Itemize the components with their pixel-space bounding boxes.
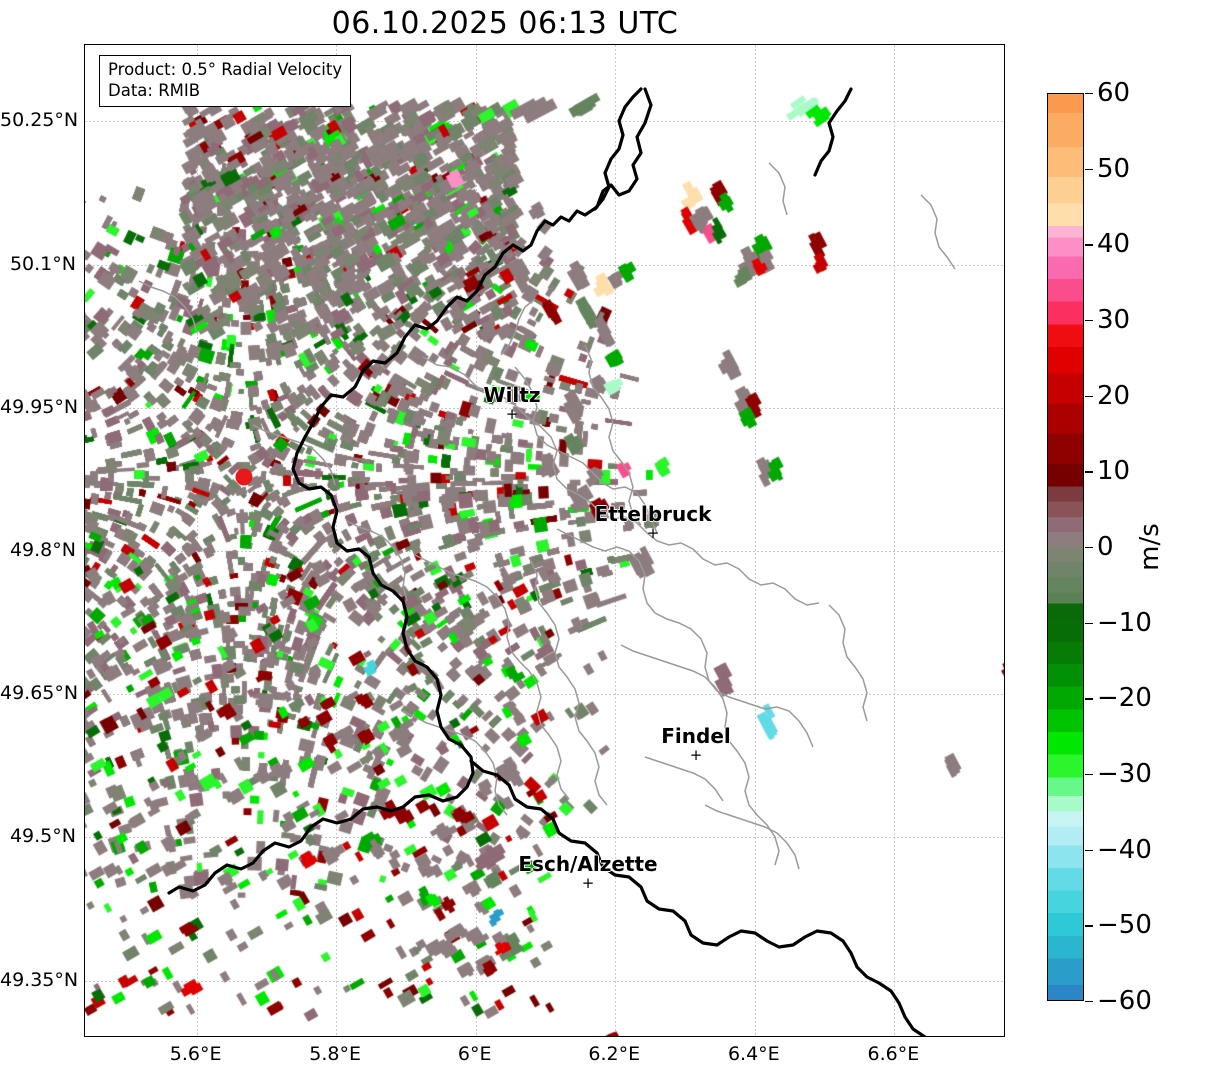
- colorbar-tick-label: 20: [1097, 380, 1131, 411]
- page-title: 06.10.2025 06:13 UTC: [331, 6, 679, 41]
- city-name: Findel: [661, 724, 731, 748]
- colorbar: [1047, 93, 1084, 1001]
- city-marker-icon: +: [505, 405, 519, 423]
- radar-map-canvas: Wiltz + Ettelbruck + Findel + Esch/Alzette + Pr…: [85, 45, 1004, 1036]
- x-axis-tick-label: 6.2°E: [588, 1043, 641, 1065]
- internal-border-path: [704, 804, 800, 870]
- colorbar-tick-label: −40: [1097, 834, 1152, 865]
- x-axis-tick-label: 6.6°E: [867, 1043, 920, 1065]
- internal-border-path: [514, 366, 658, 534]
- colorbar-tick-label: 0: [1097, 532, 1114, 562]
- radar-echo-layer: [85, 45, 1004, 1036]
- colorbar-tick: [1085, 1001, 1093, 1003]
- national-border-path: [469, 759, 927, 1036]
- internal-border-path: [584, 344, 642, 526]
- colorbar-tick: [1085, 471, 1093, 473]
- colorbar-tick-label: −30: [1097, 759, 1152, 789]
- y-axis-tick-label: 49.95°N: [0, 395, 79, 418]
- internal-border-path: [422, 356, 820, 606]
- x-axis-tick-label: 6.4°E: [727, 1043, 780, 1065]
- colorbar-tick-label: −50: [1097, 910, 1152, 941]
- colorbar-tick-label: 50: [1097, 153, 1131, 184]
- city-name: Ettelbruck: [594, 502, 712, 526]
- internal-border-path: [252, 424, 336, 486]
- radar-site-marker: [235, 468, 253, 486]
- x-axis-tick-label: 5.6°E: [169, 1043, 222, 1065]
- colorbar-tick-label: −20: [1097, 683, 1152, 714]
- national-border-path: [167, 87, 653, 895]
- city-label-findel: Findel +: [661, 724, 731, 764]
- colorbar-tick: [1085, 622, 1093, 625]
- info-product-line: Product: 0.5° Radial Velocity: [108, 60, 343, 79]
- colorbar-tick: [1085, 698, 1093, 700]
- national-border-path: [593, 87, 643, 211]
- national-border-lines: [167, 87, 927, 1036]
- colorbar-tick-label: 30: [1097, 305, 1131, 335]
- internal-border-path: [620, 644, 780, 866]
- y-axis-tick-label: 49.35°N: [0, 968, 79, 991]
- colorbar-gradient: [1048, 94, 1083, 1000]
- colorbar-tick: [1085, 849, 1093, 852]
- city-marker-icon: +: [581, 874, 595, 892]
- y-axis-tick-label: 50.1°N: [9, 252, 76, 275]
- colorbar-tick: [1085, 395, 1093, 398]
- internal-border-path: [920, 194, 956, 270]
- internal-border-path: [530, 560, 608, 806]
- y-axis-tick-label: 50.25°N: [0, 109, 79, 132]
- colorbar-tick-label: −10: [1097, 607, 1152, 638]
- colorbar-tick-label: 40: [1097, 229, 1131, 260]
- radar-plot-area[interactable]: Wiltz + Ettelbruck + Findel + Esch/Alzette + Pr…: [84, 44, 1005, 1037]
- y-axis-tick-label: 49.65°N: [0, 682, 79, 705]
- colorbar-tick: [1085, 925, 1093, 927]
- city-label-esch-alzette: Esch/Alzette +: [518, 852, 658, 892]
- y-axis-tick-label: 49.8°N: [9, 539, 76, 562]
- y-axis-tick-label: 49.5°N: [9, 825, 76, 848]
- internal-border-path: [402, 710, 508, 816]
- internal-border-path: [828, 604, 868, 722]
- colorbar-tick: [1085, 547, 1093, 549]
- city-marker-icon: +: [646, 524, 660, 542]
- colorbar-tick: [1085, 168, 1093, 171]
- map-borders-layer: [138, 87, 956, 1036]
- colorbar-unit-label: m/s: [1135, 523, 1165, 571]
- city-label-ettelbruck: Ettelbruck +: [594, 502, 712, 542]
- internal-border-lines: [138, 162, 956, 870]
- internal-border-path: [644, 756, 724, 802]
- internal-border-path: [768, 162, 788, 216]
- internal-border-path: [500, 298, 536, 356]
- colorbar-tick: [1085, 320, 1093, 322]
- city-label-wiltz: Wiltz +: [483, 383, 541, 423]
- internal-border-path: [346, 520, 408, 602]
- city-name: Esch/Alzette: [518, 852, 658, 876]
- colorbar-tick-label: 60: [1097, 78, 1131, 108]
- national-border-path: [813, 87, 853, 177]
- info-data-line: Data: RMIB: [108, 80, 201, 100]
- x-axis-tick-label: 5.8°E: [309, 1043, 362, 1065]
- x-axis-tick-label: 6°E: [457, 1043, 492, 1065]
- city-name: Wiltz: [483, 383, 541, 407]
- colorbar-tick: [1085, 774, 1093, 776]
- city-marker-icon: +: [689, 746, 703, 764]
- colorbar-tick-label: −60: [1097, 986, 1152, 1016]
- internal-border-path: [138, 280, 198, 334]
- colorbar-tick: [1085, 244, 1093, 246]
- colorbar-tick: [1085, 93, 1093, 95]
- internal-border-path: [556, 528, 814, 748]
- colorbar-tick-label: 10: [1097, 456, 1131, 487]
- internal-border-path: [414, 554, 570, 800]
- info-box: Product: 0.5° Radial Velocity Data: RMIB: [99, 55, 352, 108]
